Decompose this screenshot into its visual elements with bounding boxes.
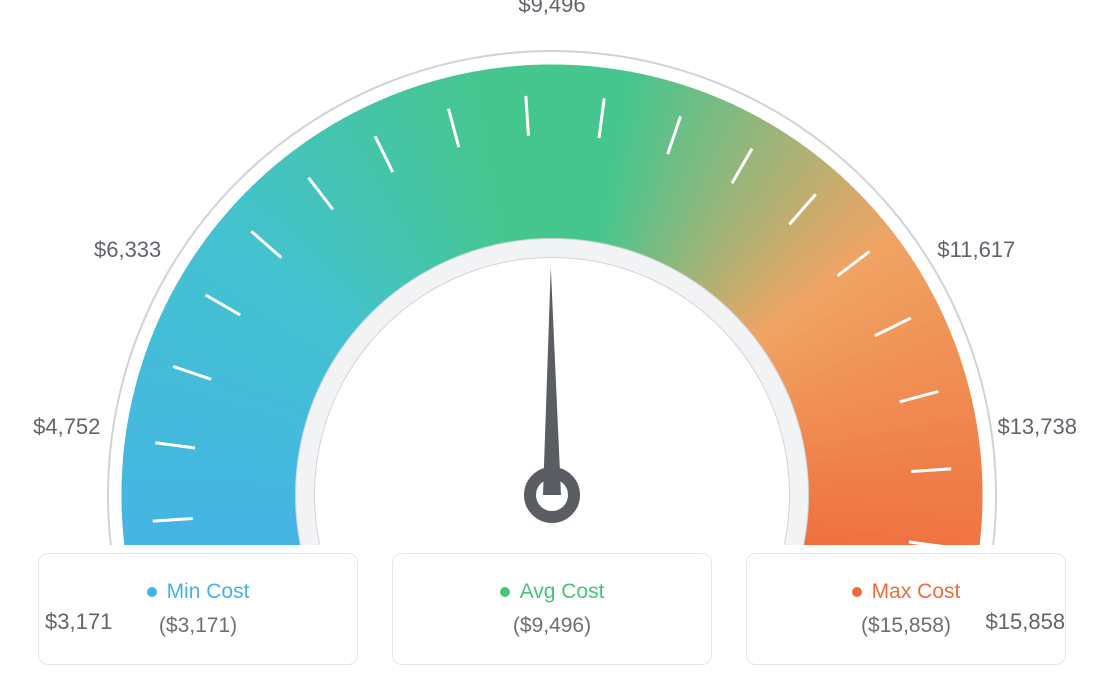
gauge-tick-label: $11,617 xyxy=(937,237,1015,263)
gauge-svg xyxy=(0,0,1104,545)
legend-value-max: ($15,858) xyxy=(861,614,951,638)
legend-dot-avg xyxy=(500,587,510,597)
legend-label-max: Max Cost xyxy=(872,580,961,604)
gauge-tick-label: $15,858 xyxy=(986,609,1066,635)
legend-label-min: Min Cost xyxy=(167,580,250,604)
legend-card-avg: Avg Cost ($9,496) xyxy=(392,553,712,665)
legend-label-avg: Avg Cost xyxy=(520,580,605,604)
legend-dot-max xyxy=(852,587,862,597)
legend-dot-min xyxy=(147,587,157,597)
gauge-tick-label: $13,738 xyxy=(997,414,1077,440)
cost-gauge: $3,171$4,752$6,333$9,496$11,617$13,738$1… xyxy=(0,0,1104,545)
legend-row: Min Cost ($3,171) Avg Cost ($9,496) Max … xyxy=(0,553,1104,665)
legend-value-min: ($3,171) xyxy=(159,614,237,638)
gauge-tick-label: $9,496 xyxy=(518,0,585,18)
gauge-tick-label: $3,171 xyxy=(45,609,112,635)
gauge-tick-label: $4,752 xyxy=(33,414,100,440)
legend-value-avg: ($9,496) xyxy=(513,614,591,638)
gauge-tick-label: $6,333 xyxy=(94,237,161,263)
